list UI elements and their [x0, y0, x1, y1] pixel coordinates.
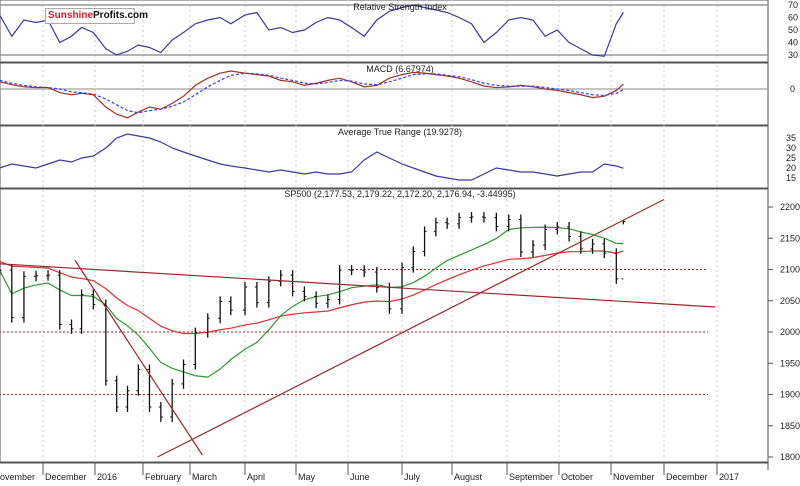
x-tick-label: June: [350, 472, 370, 482]
price-y-tick: 1950: [780, 358, 800, 368]
rsi-line: [0, 4, 624, 57]
rsi-y-tick: 50: [788, 25, 798, 35]
rsi-y-tick: 40: [788, 38, 798, 48]
macd-signal-line: [0, 72, 624, 114]
atr-line: [0, 133, 624, 181]
trendline: [74, 259, 203, 456]
x-tick-label: December: [45, 472, 87, 482]
trendline: [157, 198, 665, 458]
panel-title: Relative Strength Index: [353, 2, 447, 12]
rsi-y-tick: 60: [788, 13, 798, 23]
macd-y-tick: 0: [790, 84, 795, 94]
panel-title: Average True Range (19.9278): [338, 127, 462, 137]
x-tick-label: 2017: [719, 472, 739, 482]
rsi-y-tick: 70: [788, 0, 798, 10]
x-tick-label: August: [454, 472, 483, 482]
panel-title: SP500 (2,177.53, 2,179.22, 2,172.20, 2,1…: [284, 189, 515, 199]
x-tick-label: May: [298, 472, 316, 482]
price-y-tick: 1800: [780, 452, 800, 462]
x-tick-label: October: [561, 472, 593, 482]
panel-frame: [0, 188, 769, 463]
panel-title: MACD (6.67974): [366, 64, 434, 74]
price-y-tick: 1900: [780, 390, 800, 400]
x-tick-label: December: [666, 472, 708, 482]
atr-y-tick: 35: [786, 133, 796, 143]
rsi-y-tick: 30: [788, 50, 798, 60]
x-tick-label: April: [247, 472, 265, 482]
trendline: [0, 263, 716, 308]
moving-average-slow: [0, 250, 624, 335]
price-y-tick: 2100: [780, 265, 800, 275]
atr-y-tick: 25: [786, 153, 796, 163]
atr-y-tick: 30: [786, 143, 796, 153]
sunshine-profits-logo: SunshineProfits.com: [45, 8, 148, 24]
price-y-tick: 2150: [780, 233, 800, 243]
price-y-tick: 2050: [780, 296, 800, 306]
x-tick-label: September: [509, 472, 553, 482]
x-tick-label: July: [404, 472, 421, 482]
x-tick-label: February: [145, 472, 182, 482]
x-tick-label: 2016: [97, 472, 117, 482]
x-tick-label: ovember: [0, 472, 35, 482]
atr-y-tick: 20: [786, 163, 796, 173]
x-tick-label: March: [192, 472, 217, 482]
price-y-tick: 2000: [780, 327, 800, 337]
price-y-tick: 1850: [780, 421, 800, 431]
x-tick-label: November: [613, 472, 655, 482]
atr-y-tick: 15: [786, 173, 796, 183]
price-y-tick: 2200: [780, 202, 800, 212]
